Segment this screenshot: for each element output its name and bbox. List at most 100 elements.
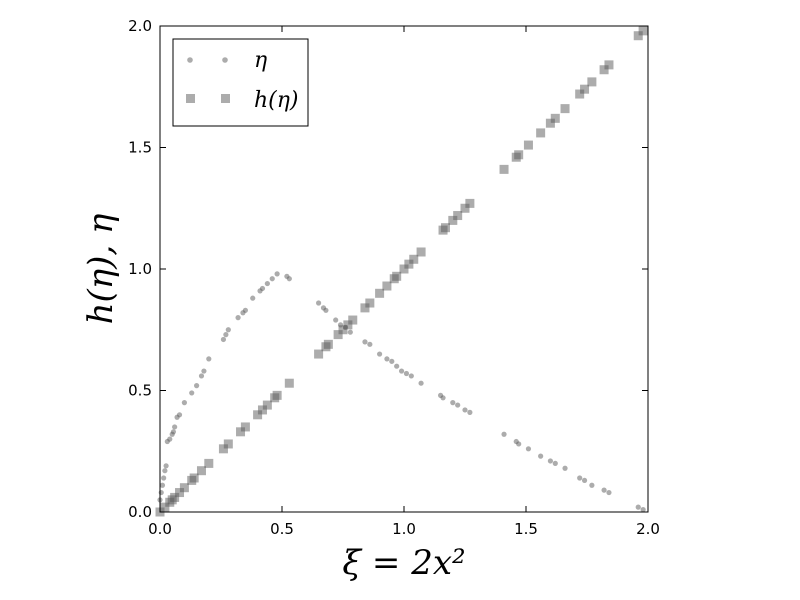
h-eta-point (272, 390, 282, 400)
h-eta-point (416, 247, 426, 257)
h-eta-point (440, 223, 450, 233)
h-eta-point (262, 400, 272, 410)
legend-box (172, 38, 309, 127)
eta-point (323, 307, 329, 313)
eta-point (176, 412, 183, 418)
eta-point (562, 465, 568, 471)
h-eta-point (196, 466, 206, 476)
eta-point (589, 482, 595, 488)
eta-point (159, 482, 166, 488)
eta-point (581, 477, 588, 484)
h-eta-point (314, 349, 324, 359)
eta-point (389, 358, 395, 364)
data-marks (155, 26, 648, 517)
eta-point (264, 280, 270, 287)
h-eta-point (218, 444, 228, 454)
h-eta-point (189, 473, 199, 483)
h-eta-point (514, 150, 524, 160)
eta-point (316, 300, 322, 306)
h-eta-point (392, 271, 402, 281)
eta-point (194, 383, 200, 389)
eta-point (418, 380, 424, 386)
eta-point (408, 373, 414, 379)
legend-label-eta: η (254, 48, 267, 73)
h-eta-point (223, 439, 233, 449)
eta-point (170, 429, 177, 435)
h-eta-point (587, 77, 597, 87)
eta-point (250, 295, 256, 301)
eta-point (163, 463, 169, 469)
eta-point (525, 446, 532, 452)
h-eta-point (170, 492, 180, 502)
eta-point (242, 307, 248, 313)
h-eta-point (257, 405, 267, 415)
h-eta-point (604, 60, 614, 70)
eta-point (259, 285, 266, 292)
eta-point (161, 475, 167, 481)
eta-point (189, 390, 195, 396)
x-axis-title: ξ = 2x² (342, 543, 465, 583)
h-eta-point (523, 140, 533, 150)
h-eta-point (409, 254, 419, 264)
eta-point (181, 400, 187, 406)
h-eta-point (365, 298, 375, 308)
x-tick-label: 0.5 (270, 520, 294, 538)
eta-point (538, 453, 544, 459)
eta-point (172, 424, 178, 430)
eta-point (337, 322, 344, 328)
x-tick-label: 0.0 (148, 520, 172, 538)
h-eta-point (633, 31, 643, 41)
x-tick-label: 1.5 (514, 520, 538, 538)
h-eta-point (175, 488, 185, 498)
eta-point (198, 373, 205, 379)
h-eta-point (545, 118, 555, 128)
h-eta-point (453, 211, 463, 221)
h-eta-point (638, 26, 648, 36)
eta-point (269, 276, 275, 282)
eta-point (377, 351, 383, 357)
y-axis-title: h(η), η (81, 213, 121, 324)
eta-point (450, 400, 456, 406)
legend: η h(η) (172, 38, 309, 127)
x-tick-label: 1.0 (392, 520, 416, 538)
h-eta-point (323, 339, 333, 349)
h-eta-point (375, 288, 385, 298)
h-eta-point (240, 422, 250, 432)
eta-point (220, 336, 227, 343)
y-tick-label: 0.0 (128, 503, 152, 521)
legend-marker-eta (187, 57, 193, 63)
eta-point (501, 431, 507, 437)
h-eta-point (338, 325, 348, 335)
eta-point (158, 489, 164, 496)
h-eta-point (236, 427, 246, 437)
y-tick-label: 2.0 (128, 17, 152, 35)
eta-point (462, 407, 468, 413)
y-tick-label: 0.5 (128, 382, 152, 400)
h-eta-point (399, 264, 409, 274)
legend-marker-eta (222, 57, 228, 63)
eta-point (201, 368, 207, 374)
h-eta-point (360, 303, 370, 313)
eta-point (516, 441, 522, 447)
y-tick-label: 1.0 (128, 260, 152, 278)
eta-point (467, 409, 473, 415)
legend-label-h-eta: h(η) (254, 88, 299, 113)
h-eta-point (348, 315, 358, 325)
h-eta-point (253, 410, 263, 420)
eta-point (225, 327, 231, 333)
h-eta-point (599, 65, 609, 75)
h-eta-point (343, 320, 353, 330)
legend-marker-h-eta (221, 94, 230, 103)
eta-point (167, 436, 173, 442)
eta-point (162, 468, 168, 474)
legend-marker-h-eta (186, 94, 195, 103)
h-eta-point (460, 203, 470, 213)
h-eta-point (575, 89, 585, 99)
h-eta-point (499, 164, 509, 174)
eta-point (635, 504, 641, 510)
eta-point (398, 368, 405, 374)
eta-point (601, 487, 607, 493)
h-eta-point (284, 378, 294, 388)
eta-point (384, 356, 390, 362)
